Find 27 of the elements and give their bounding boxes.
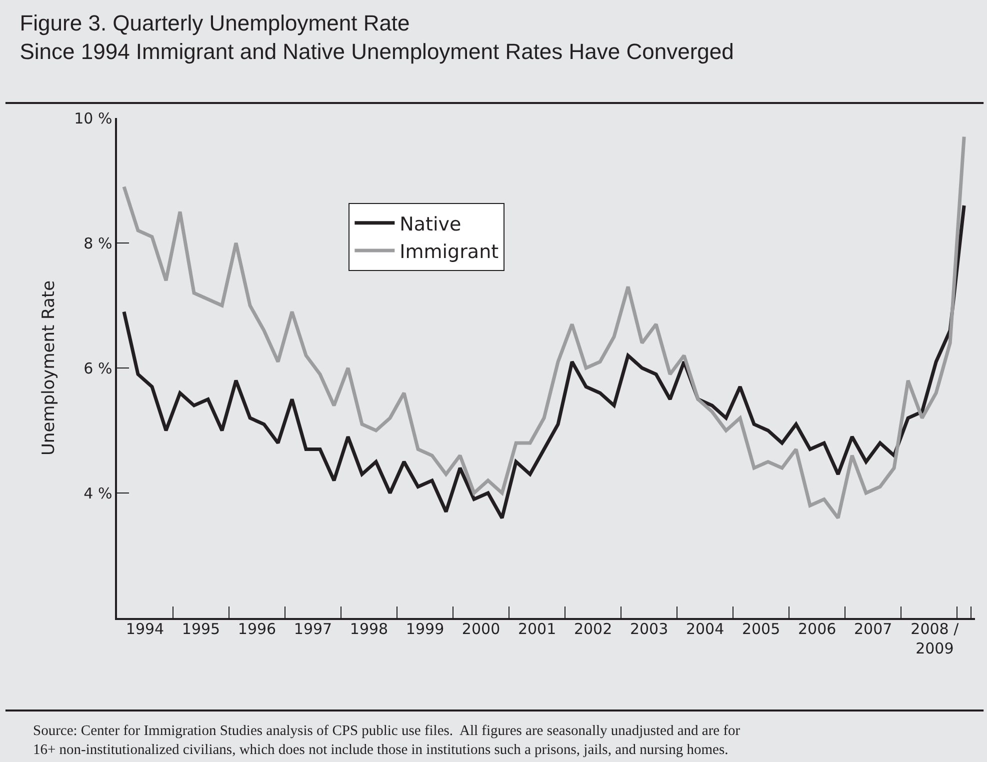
y-axis-title: Unemployment Rate: [39, 280, 60, 456]
legend-label: Native: [400, 213, 462, 236]
x-tick-label: 2002: [574, 620, 612, 638]
y-tick-label: 10 %: [74, 109, 112, 128]
x-tick-label: 2007: [854, 620, 892, 638]
legend-label: Immigrant: [400, 240, 499, 263]
x-tick-label: 2003: [630, 620, 668, 638]
x-tick-label: 2000: [462, 620, 500, 638]
x-tick-label: 1996: [238, 620, 276, 638]
x-tick-label: 2008 / 2009: [910, 620, 960, 658]
x-tick-label: 2005: [742, 620, 780, 638]
y-tick-label: 4 %: [84, 484, 112, 502]
x-tick-label: 1997: [294, 620, 332, 638]
x-tick-label: 1998: [350, 620, 388, 638]
line-series: [122, 204, 966, 520]
x-tick-label: 1994: [126, 620, 164, 638]
x-tick-label: 2001: [518, 620, 556, 638]
chart-subtitle: Since 1994 Immigrant and Native Unemployment Rates Have Converged: [20, 39, 734, 64]
chart-title: Figure 3. Quarterly Unemployment Rate: [20, 10, 410, 36]
x-tick-label: 1995: [182, 620, 220, 638]
line-series: [122, 135, 966, 520]
source-note: Source: Center for Immigration Studies analysis of CPS public use files. All figures are seasonally unadjusted and are for 16+ non-institutionalized civilians, which does not include those in institutions such a prisons, jails, and nursing homes.: [33, 723, 740, 758]
x-tick-label: 1999: [406, 620, 444, 638]
y-tick-label: 6 %: [84, 359, 112, 378]
x-tick-label: 2004: [686, 620, 724, 638]
y-tick-label: 8 %: [84, 234, 112, 252]
x-tick-label: 2006: [798, 620, 836, 638]
